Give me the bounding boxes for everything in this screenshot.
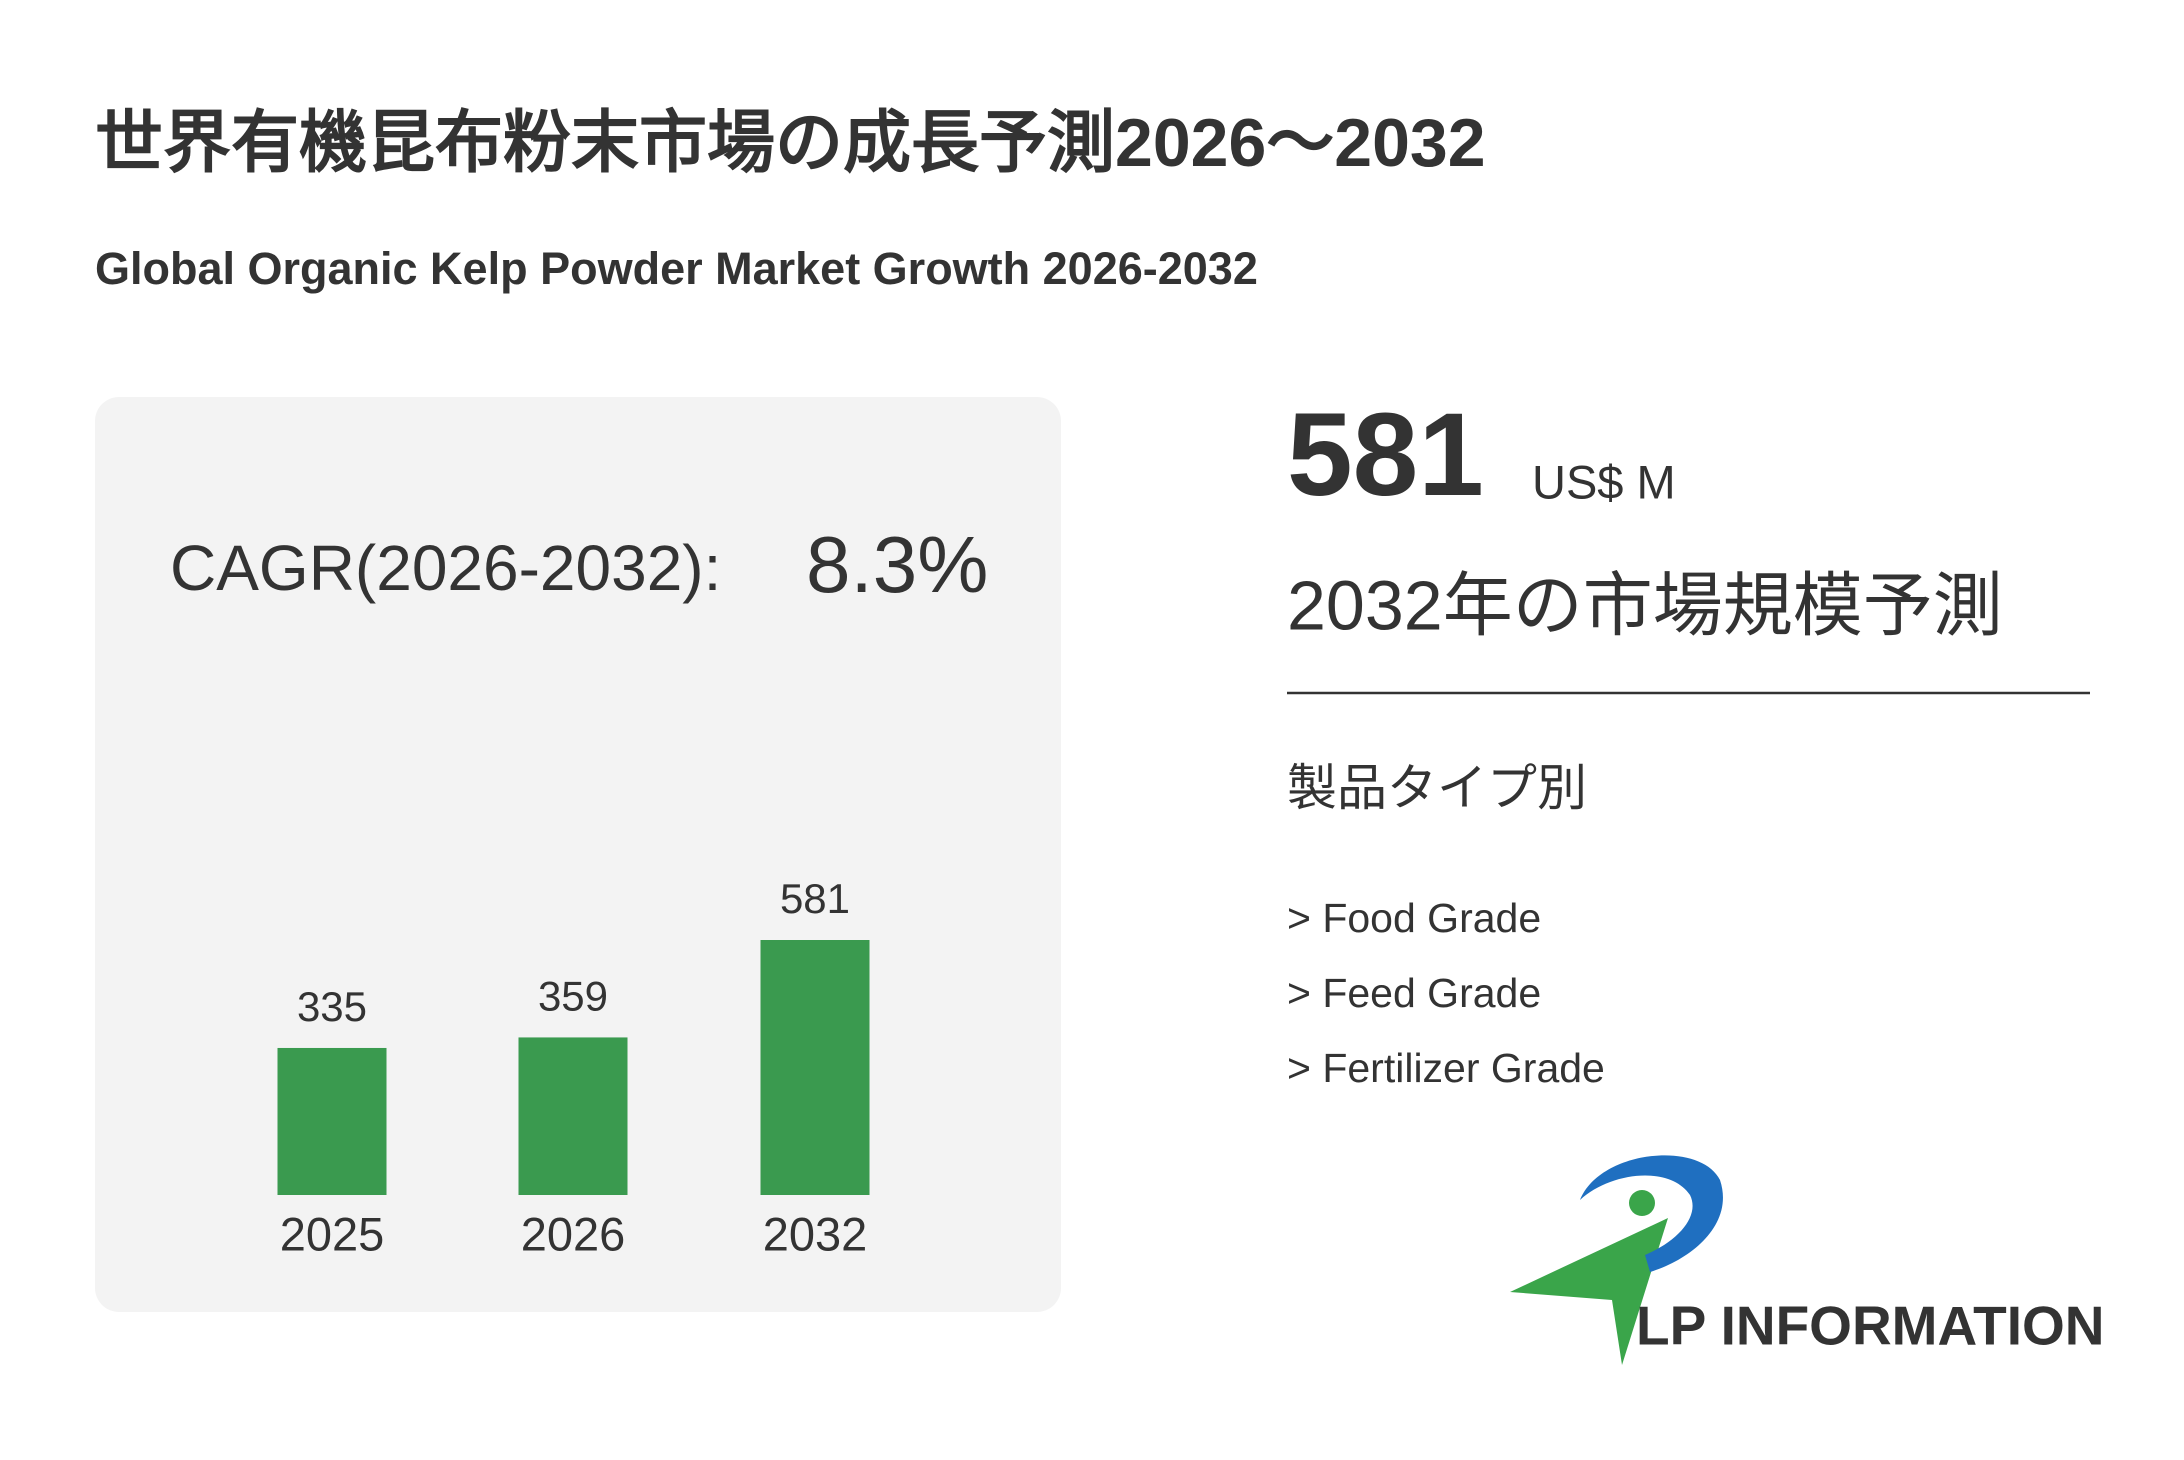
segment-item: > Feed Grade <box>1287 970 1541 1016</box>
title: 世界有機昆布粉末市場の成長予測2026～2032 <box>95 105 1486 181</box>
cagr-value: 8.3% <box>806 520 988 609</box>
x-tick-label: 2032 <box>763 1207 868 1260</box>
segment-item: > Fertilizer Grade <box>1287 1045 1605 1091</box>
logo: LP INFORMATION <box>1510 1155 2105 1365</box>
logo-arc <box>1580 1155 1723 1272</box>
bar <box>518 1037 628 1195</box>
x-tick-label: 2025 <box>280 1207 385 1260</box>
subtitle: Global Organic Kelp Powder Market Growth… <box>95 243 1258 294</box>
forecast-value: 581 <box>1287 389 1484 521</box>
value-label: 335 <box>297 983 367 1030</box>
logo-triangle <box>1510 1218 1668 1365</box>
value-label: 581 <box>780 875 850 922</box>
forecast-unit: US$ M <box>1532 455 1676 508</box>
cagr-label: CAGR(2026-2032): <box>170 532 721 604</box>
segment-item: > Food Grade <box>1287 895 1541 941</box>
logo-text: LP INFORMATION <box>1636 1295 2105 1357</box>
segment-title: 製品タイプ別 <box>1287 760 1587 816</box>
x-tick-label: 2026 <box>521 1207 626 1260</box>
forecast-caption: 2032年の市場規模予測 <box>1287 566 2003 644</box>
value-label: 359 <box>538 973 608 1020</box>
logo-dot <box>1629 1190 1655 1216</box>
bar <box>277 1047 387 1195</box>
bar <box>760 940 870 1195</box>
